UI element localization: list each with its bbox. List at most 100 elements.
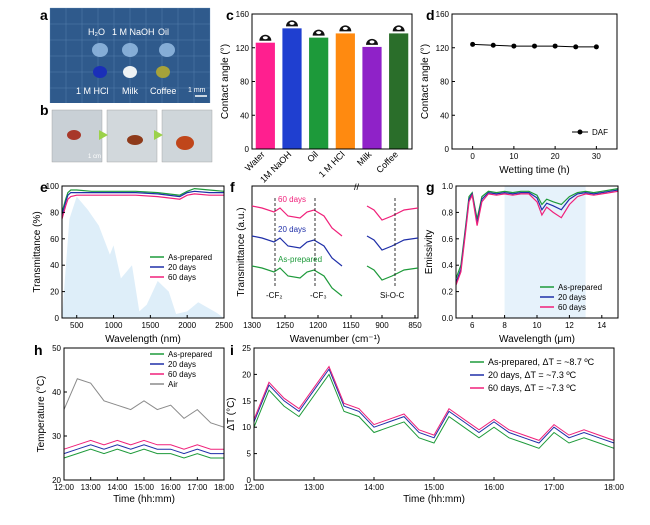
x-axis-label: Wavelength (μm): [499, 334, 575, 345]
x-axis-label: Wavelength (nm): [105, 334, 181, 345]
axis-break: //: [354, 182, 360, 192]
panel-letter-g: g: [426, 179, 435, 195]
x-tick-label: 2500: [215, 321, 233, 330]
x-tick-label: 30: [592, 152, 601, 161]
plot-frame: [251, 13, 413, 150]
droplet-highlight: [342, 26, 348, 30]
droplet-water: [92, 43, 108, 57]
legend-label: 20 days, ΔT = ~7.3 ºC: [488, 370, 577, 380]
scale-label-b: 1 cm: [88, 154, 101, 160]
x-tick-label: 2000: [178, 321, 196, 330]
scale-label-a: 1 mm: [188, 87, 206, 94]
x-tick-label: Milk: [355, 149, 374, 168]
arrow-right-icon-2: [154, 130, 163, 140]
series-line: [61, 187, 225, 213]
data-point: [511, 43, 517, 49]
chart-f-ftir: // 60 days 20 days As-prepared -CF₂ -CF₃ Si-O-…: [236, 182, 422, 345]
y-tick-label: 0: [245, 145, 250, 154]
y-tick-label: 0.8: [442, 208, 454, 217]
data-point: [470, 41, 476, 47]
x-tick-label: 850: [408, 321, 422, 330]
droplet-highlight: [369, 40, 375, 44]
bar: [362, 46, 382, 149]
plot-frame: [253, 347, 615, 481]
drop-label-coffee: Coffee: [150, 86, 176, 96]
bar: [255, 42, 275, 149]
series-line-left: [251, 265, 343, 297]
y-tick-label: 20: [242, 370, 251, 379]
bar: [389, 33, 409, 149]
y-tick-label: 80: [50, 208, 59, 217]
peak-annotation: -CF₂: [266, 291, 282, 300]
y-tick-label: 0.6: [442, 235, 454, 244]
y-axis-label: Transmittance (%): [32, 211, 43, 292]
x-tick-label: 15:00: [134, 483, 155, 492]
chart-e-transmittance: 0 20 40 60 80 100 500 1000 1500 2000 2500 As-prepar…: [32, 182, 233, 345]
x-tick-label: 13:00: [81, 483, 102, 492]
series-label: 60 days: [278, 195, 306, 204]
drop-label-oil: Oil: [158, 27, 169, 37]
y-tick-label: 0: [445, 145, 450, 154]
chart-i-delta-t: 0 5 10 15 20 25 12:00 13:00 14:00 15:00 16:00 17:00…: [226, 344, 625, 505]
x-tick-label: 12:00: [54, 483, 75, 492]
y-axis-label: Contact angle (°): [420, 44, 431, 119]
panel-letter-a: a: [40, 7, 48, 23]
droplet-highlight: [289, 21, 295, 25]
chart-d-contact-angle-vs-time: 0 40 80 120 160 0 10 20 30 DAF Contact angle (°) We…: [420, 10, 618, 176]
series-line: [455, 190, 619, 286]
x-tick-label: 12:00: [244, 483, 265, 492]
x-tick-label: 16:00: [484, 483, 505, 492]
panel-letter-e: e: [40, 179, 48, 195]
bar: [309, 37, 329, 149]
legend-label: 60 days: [558, 303, 586, 312]
coffee-stain-1: [67, 130, 81, 140]
y-tick-label: 0: [247, 476, 252, 485]
data-point: [490, 42, 496, 48]
y-tick-label: 40: [50, 261, 59, 270]
photo-b3: [161, 109, 213, 163]
panel-letter-i: i: [230, 342, 234, 358]
coffee-stain-3: [176, 136, 194, 150]
legend-label: 60 days: [168, 273, 196, 282]
droplet-highlight: [316, 31, 322, 35]
series-label: 20 days: [278, 225, 306, 234]
x-tick-label: 14: [597, 321, 606, 330]
series-line: [253, 368, 615, 444]
y-axis-label: Emissivity: [424, 230, 435, 274]
data-point: [573, 44, 579, 50]
data-point: [593, 44, 599, 50]
photo-grid: [49, 7, 211, 103]
legend-label: Air: [168, 380, 178, 389]
legend-label: As-prepared: [168, 350, 212, 359]
x-tick-label: 1200: [309, 321, 327, 330]
y-tick-label: 120: [236, 44, 250, 53]
y-tick-label: 40: [52, 388, 61, 397]
y-tick-label: 100: [46, 182, 60, 191]
y-tick-label: 40: [240, 111, 249, 120]
legend-label: DAF: [592, 128, 608, 137]
droplet-highlight: [396, 26, 402, 30]
x-tick-label: 1250: [276, 321, 294, 330]
plot-frame: [63, 347, 225, 481]
x-tick-label: 10: [509, 152, 518, 161]
x-tick-label: 15:00: [424, 483, 445, 492]
y-axis-label: Contact angle (°): [220, 44, 231, 119]
y-tick-label: 0.0: [442, 314, 454, 323]
y-tick-label: 60: [50, 235, 59, 244]
drop-label-hcl: 1 M HCl: [76, 86, 109, 96]
x-tick-label: 900: [375, 321, 389, 330]
series-line-left: [251, 205, 343, 237]
y-tick-label: 50: [52, 344, 61, 353]
y-axis-label: Transmittance (a.u.): [236, 207, 247, 296]
y-tick-label: 20: [52, 476, 61, 485]
series-line: [63, 439, 224, 450]
solar-spectrum-area: [62, 196, 224, 318]
panel-letter-c: c: [226, 7, 234, 23]
x-tick-label: 12: [565, 321, 574, 330]
arrow-right-icon: [99, 130, 108, 140]
series-line: [253, 373, 615, 449]
droplet-milk: [123, 66, 137, 78]
y-tick-label: 0: [55, 314, 60, 323]
series-line: [455, 188, 619, 279]
legend-label: As-prepared, ΔT = ~8.7 ºC: [488, 357, 595, 367]
